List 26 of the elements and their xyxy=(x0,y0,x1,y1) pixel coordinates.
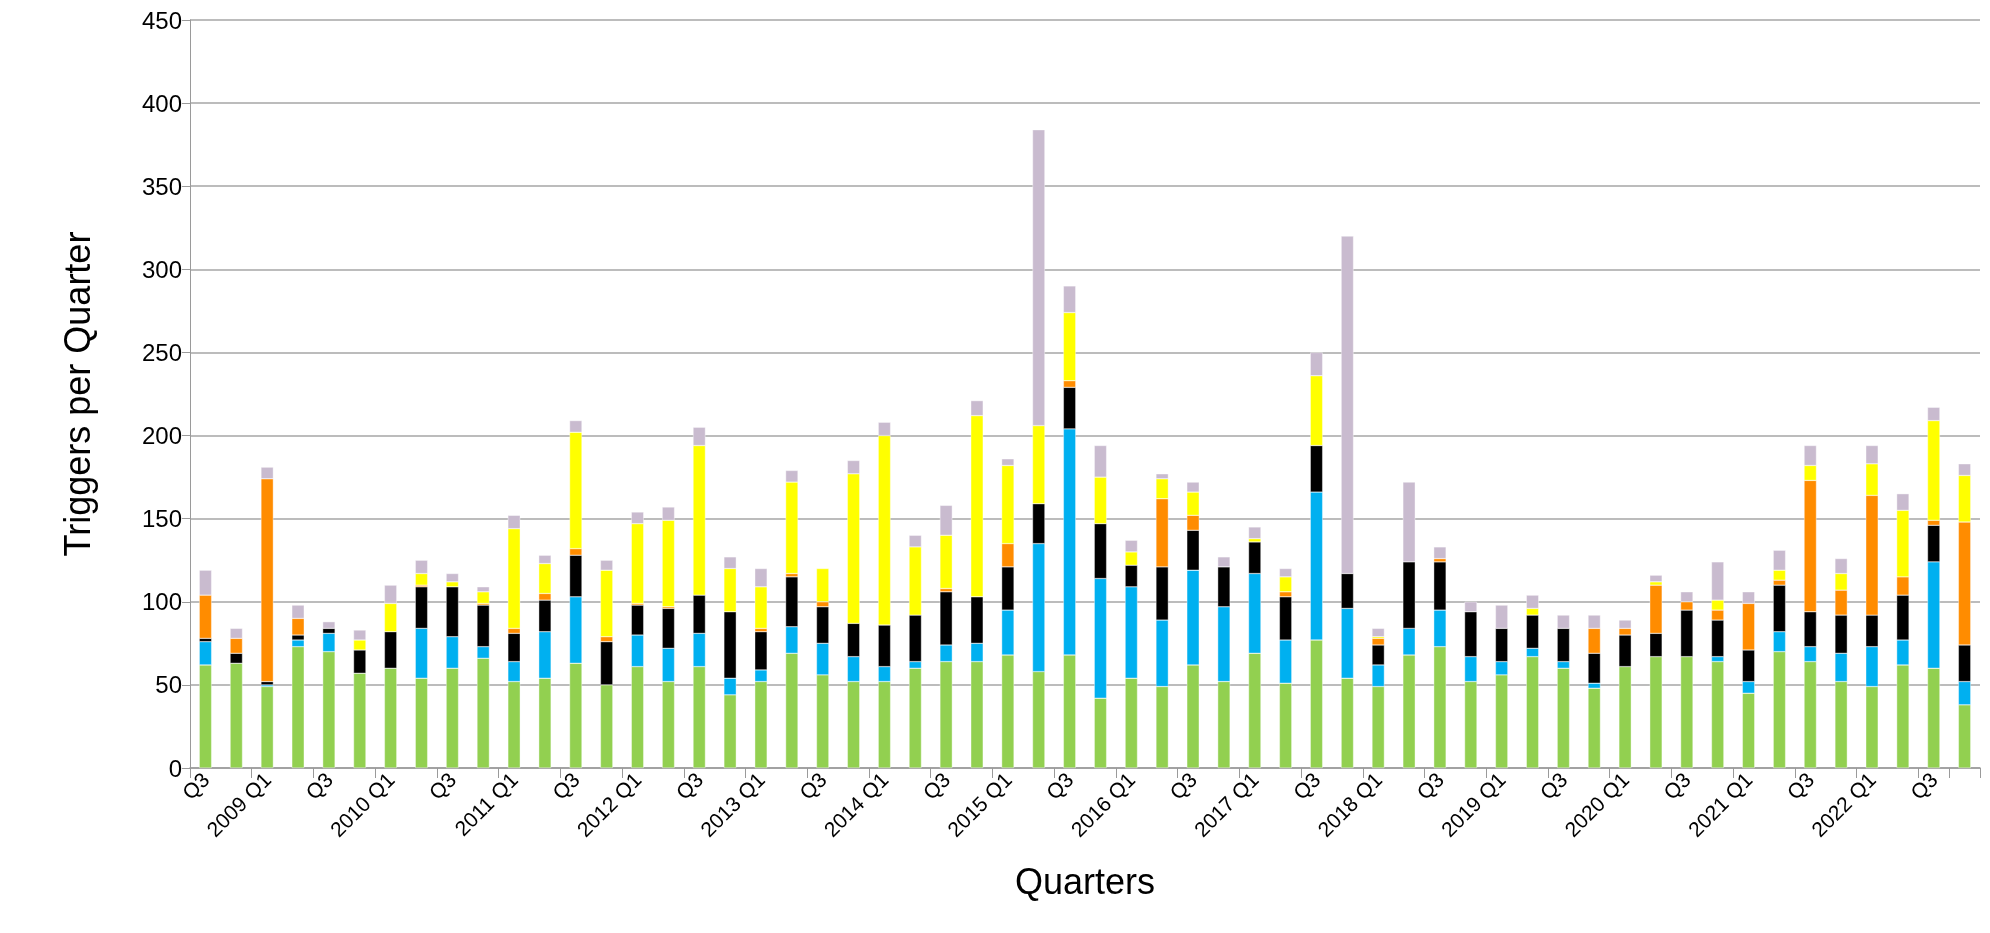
y-tick-label: 300 xyxy=(141,255,182,283)
y-tick-label: 400 xyxy=(141,89,182,117)
x-axis-title: Quarters xyxy=(1014,860,1156,902)
y-tick-label: 100 xyxy=(141,588,182,616)
y-tick-label: 150 xyxy=(141,505,182,533)
x-tick-label: Q3 xyxy=(300,767,338,804)
y-axis-title: Triggers per Quarter xyxy=(56,231,98,557)
y-tick-label: 350 xyxy=(141,172,182,200)
x-tick-label: Q3 xyxy=(1288,767,1325,804)
x-tick-label: Q3 xyxy=(1165,767,1202,804)
y-tick-label: 0 xyxy=(168,754,182,782)
x-tick-label: Q3 xyxy=(1041,767,1078,804)
x-tick-label: Q3 xyxy=(1905,767,1942,804)
x-tick-label: Q3 xyxy=(671,767,708,804)
y-tick-label: 50 xyxy=(155,671,182,699)
y-tick-label: 450 xyxy=(141,6,182,34)
x-tick-label: Q3 xyxy=(794,767,831,804)
x-tick-label: Q3 xyxy=(1411,767,1449,804)
x-tick-label: Q3 xyxy=(918,767,955,804)
x-tick-label: Q3 xyxy=(1782,767,1819,804)
y-tick-label: 200 xyxy=(141,422,182,450)
x-tick-label: Q3 xyxy=(547,767,584,804)
x-tick-label: Q3 xyxy=(424,767,461,804)
x-tick-label: Q3 xyxy=(1658,767,1695,804)
x-tick-label: Q3 xyxy=(1535,767,1572,804)
y-tick-label: 250 xyxy=(141,338,182,366)
